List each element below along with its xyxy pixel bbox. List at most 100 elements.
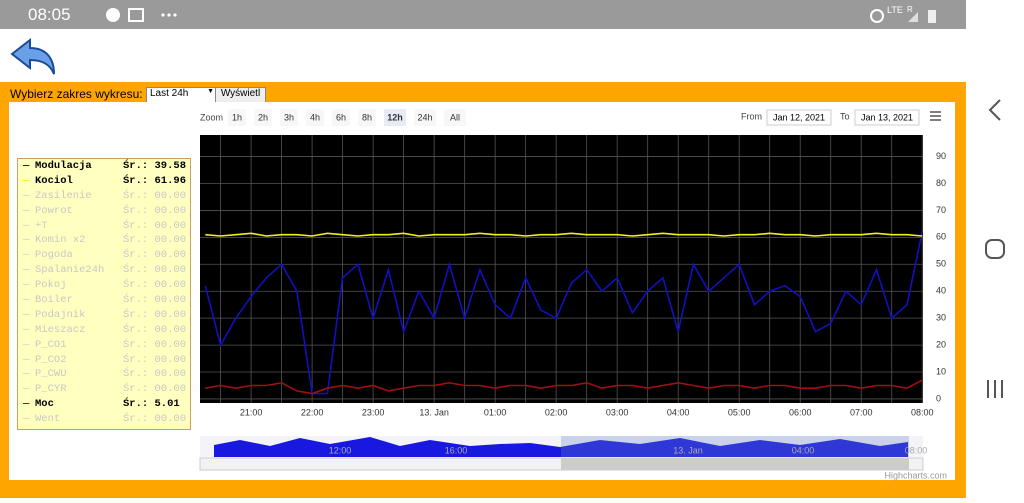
zoom-button: 3h — [284, 112, 294, 122]
y-tick-label: 60 — [936, 232, 946, 242]
legend-symbol: — — [23, 338, 30, 351]
roaming: R — [907, 5, 913, 14]
legend-item[interactable]: — Zasilenie Śr.: 00.00 — [18, 189, 190, 204]
legend-item[interactable]: — Podajnik Śr.: 00.00 — [18, 308, 190, 323]
range-label: Wybierz zakres wykresu: — [10, 87, 143, 101]
legend-item[interactable]: — P_CWU Śr.: 00.00 — [18, 367, 190, 382]
zoom-button: 8h — [362, 112, 372, 122]
navigator-label: 08:00 — [905, 445, 928, 455]
chart: Zoom 1h 2h 3h 4h 6h 8h 12h 24h All From Jan 12, 202… — [199, 109, 947, 480]
zoom-button-bg[interactable] — [280, 109, 298, 126]
zoom-button-bg[interactable] — [358, 109, 376, 126]
legend-item[interactable]: — Went Śr.: 00.00 — [18, 412, 190, 427]
legend-average: Śr.: 00.00 — [123, 279, 187, 292]
legend-average: Śr.: 00.00 — [123, 249, 187, 262]
plot-background — [200, 135, 923, 403]
legend-name: Zasilenie — [35, 189, 92, 202]
legend-item[interactable]: — +T Śr.: 00.00 — [18, 219, 190, 234]
signal-battery — [908, 10, 936, 23]
x-tick-label: 06:00 — [789, 407, 812, 417]
legend-average: Śr.: 00.00 — [123, 308, 187, 321]
menu-icon[interactable] — [930, 111, 941, 121]
legend-symbol: — — [23, 294, 30, 307]
select-value: Last 24h — [150, 88, 189, 99]
legend-item[interactable]: — Boiler Śr.: 00.00 — [18, 293, 190, 308]
zoom-button: 24h — [417, 112, 432, 122]
legend-name: Went — [35, 413, 61, 426]
legend-name: +T — [35, 219, 48, 232]
legend-average: Śr.: 00.00 — [123, 368, 187, 381]
zoom-button-bg[interactable] — [228, 109, 246, 126]
legend-name: Kociol — [35, 174, 73, 187]
legend-average: Śr.: 00.00 — [123, 413, 187, 426]
legend-name: Komin x2 — [35, 234, 86, 247]
status-bar: 08:05 LTE R — [0, 0, 966, 29]
zoom-button-bg[interactable] — [444, 109, 466, 126]
legend-name: Powrot — [35, 204, 73, 217]
legend-symbol: — — [23, 323, 30, 336]
zoom-button: All — [450, 112, 460, 122]
to-value: Jan 13, 2021 — [861, 112, 913, 122]
legend-item[interactable]: — Komin x2 Śr.: 00.00 — [18, 233, 190, 248]
legend-average: Śr.: 00.00 — [123, 294, 187, 307]
zoom-button: 1h — [232, 112, 242, 122]
legend-name: Pogoda — [35, 249, 73, 262]
legend-item[interactable]: — Kociol Śr.: 61.96 — [18, 174, 190, 189]
zoom-button-bg[interactable] — [332, 109, 350, 126]
legend-item[interactable]: — P_CYR Śr.: 00.00 — [18, 382, 190, 397]
zoom-button-bg[interactable] — [414, 109, 436, 126]
legend-name: P_CYR — [35, 383, 67, 396]
legend-name: Mieszacz — [35, 323, 86, 336]
network: LTE — [887, 5, 903, 15]
x-tick-label: 02:00 — [545, 407, 568, 417]
x-tick-label: 08:00 — [911, 407, 934, 417]
y-tick-label: 50 — [936, 259, 946, 269]
y-tick-label: 90 — [936, 151, 946, 161]
y-tick-label: 70 — [936, 205, 946, 215]
scrollbar-thumb[interactable] — [561, 458, 909, 470]
y-tick-label: 20 — [936, 339, 946, 349]
zoom-button-bg[interactable] — [254, 109, 272, 126]
back-button[interactable] — [10, 36, 58, 76]
zoom-button-bg[interactable] — [306, 109, 324, 126]
y-tick-label: 10 — [936, 366, 946, 376]
legend-item[interactable]: — Pokoj Śr.: 00.00 — [18, 278, 190, 293]
legend-symbol: — — [23, 308, 30, 321]
legend-item[interactable]: — Pogoda Śr.: 00.00 — [18, 248, 190, 263]
legend-average: Śr.: 00.00 — [123, 234, 187, 247]
notification-icons — [106, 8, 177, 22]
legend-symbol: — — [23, 160, 30, 172]
legend-item[interactable]: — P_CO1 Śr.: 00.00 — [18, 338, 190, 353]
x-tick-label: 23:00 — [362, 407, 385, 417]
legend-average: Śr.: 00.00 — [123, 338, 187, 351]
navigator-label: 13. Jan — [673, 445, 703, 455]
legend-item[interactable]: — Modulacja Śr.: 39.58 — [18, 159, 190, 174]
legend-item[interactable]: — Mieszacz Śr.: 00.00 — [18, 323, 190, 338]
legend-average: Śr.: 00.00 — [123, 323, 187, 336]
legend-name: Moc — [35, 398, 54, 411]
legend-name: P_CO2 — [35, 353, 67, 366]
legend-symbol: — — [23, 189, 30, 202]
legend-symbol: — — [23, 204, 30, 217]
legend-item[interactable]: — Moc Śr.: 5.01 — [18, 397, 190, 412]
y-tick-label: 30 — [936, 313, 946, 323]
x-tick-label: 21:00 — [240, 407, 263, 417]
to-input — [854, 109, 920, 126]
zoom-label: Zoom — [200, 112, 223, 122]
zoom-button: 6h — [336, 112, 346, 122]
zoom-button-bg[interactable] — [384, 109, 406, 126]
legend-average: Śr.: 39.58 — [123, 160, 187, 172]
y-tick-label: 40 — [936, 286, 946, 296]
legend-item[interactable]: — Powrot Śr.: 00.00 — [18, 204, 190, 219]
legend-symbol: — — [23, 413, 30, 426]
legend-item[interactable]: — Spalanie24h Śr.: 00.00 — [18, 263, 190, 278]
zoom-button: 12h — [387, 112, 403, 122]
nav-icons[interactable] — [966, 0, 1024, 498]
from-label: From — [741, 111, 762, 121]
legend-name: P_CO1 — [35, 338, 67, 351]
legend-name: Spalanie24h — [35, 264, 105, 277]
x-tick-label: 13. Jan — [419, 407, 449, 417]
legend-item[interactable]: — P_CO2 Śr.: 00.00 — [18, 353, 190, 368]
clock: 08:05 — [28, 5, 71, 24]
